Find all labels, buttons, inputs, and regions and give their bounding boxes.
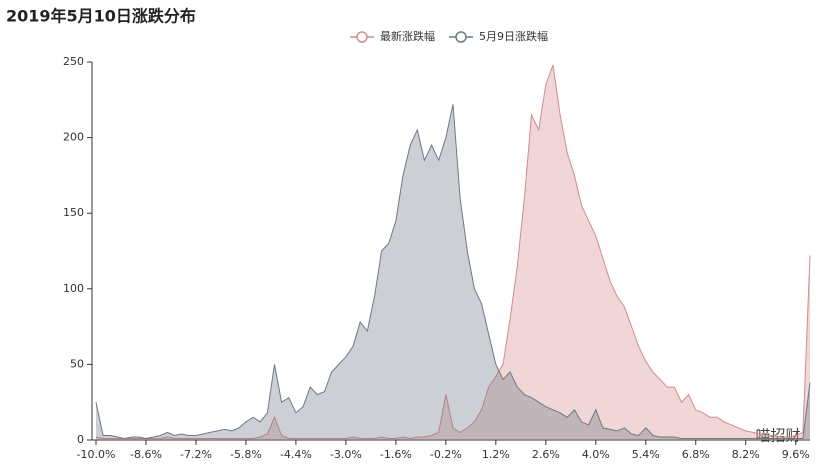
x-tick-label: -0.2% [430, 448, 462, 461]
x-tick-label: -5.8% [230, 448, 262, 461]
x-tick-label: -4.4% [280, 448, 312, 461]
x-tick-label: 6.8% [682, 448, 710, 461]
y-tick-label: 100 [63, 282, 84, 295]
x-tick-label: -10.0% [77, 448, 116, 461]
y-tick-label: 50 [70, 357, 84, 370]
x-tick-label: 4.0% [582, 448, 610, 461]
area [96, 65, 810, 440]
legend-marker [356, 31, 368, 43]
legend-marker [455, 31, 467, 43]
x-tick-label: 9.6% [782, 448, 810, 461]
y-tick-label: 200 [63, 131, 84, 144]
chart-title: 2019年5月10日涨跌分布 [6, 7, 196, 26]
legend-label[interactable]: 5月9日涨跌幅 [479, 29, 548, 43]
y-tick-label: 0 [77, 433, 84, 446]
x-tick-label: -3.0% [330, 448, 362, 461]
legend-label[interactable]: 最新涨跌幅 [380, 29, 435, 43]
x-tick-label: -7.2% [180, 448, 212, 461]
x-tick-label: 8.2% [732, 448, 760, 461]
line [95, 64, 811, 440]
y-tick-label: 250 [63, 55, 84, 68]
x-tick-label: -8.6% [130, 448, 162, 461]
y-tick-label: 150 [63, 206, 84, 219]
x-tick-label: 2.6% [532, 448, 560, 461]
x-tick-label: 5.4% [632, 448, 660, 461]
line [95, 104, 811, 440]
x-tick-label: 1.2% [482, 448, 510, 461]
x-tick-label: -1.6% [380, 448, 412, 461]
area [96, 104, 810, 441]
